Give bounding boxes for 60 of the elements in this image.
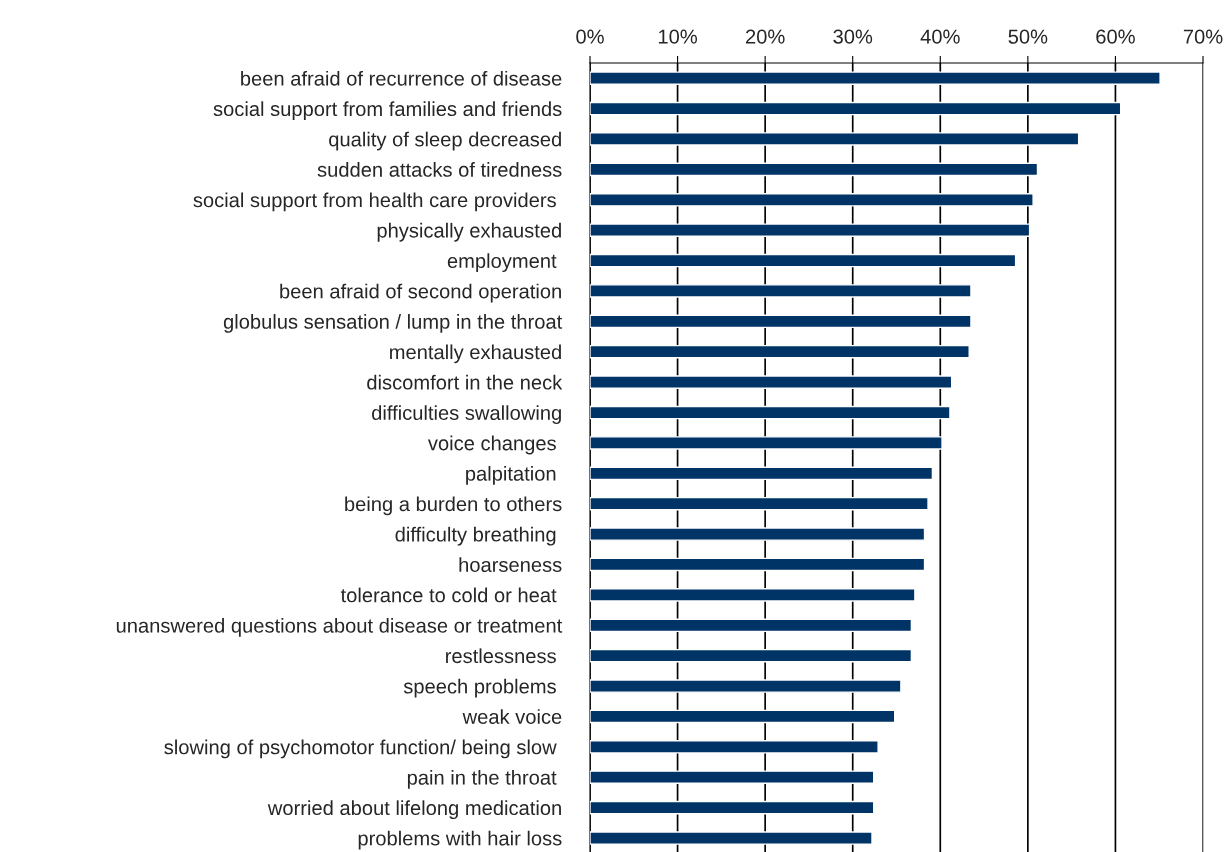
y-tick-label: being a burden to others bbox=[345, 496, 562, 516]
y-tick-label: physically exhausted bbox=[377, 222, 561, 242]
bar bbox=[590, 405, 951, 420]
y-tick-label: been afraid of recurrence of disease bbox=[241, 70, 562, 86]
bar bbox=[590, 314, 972, 329]
bar bbox=[590, 192, 1034, 207]
y-tick-label: unanswered questions about disease or treatment bbox=[116, 617, 563, 637]
y-tick-label: palpitation bbox=[466, 466, 556, 485]
y-tick-label: worried about lifelong medication bbox=[267, 800, 561, 820]
y-tick-label: voice changes bbox=[427, 435, 556, 455]
y-tick-label: slowing of psychomotor function/ being slow bbox=[164, 739, 557, 759]
bar bbox=[590, 648, 913, 663]
x-tick-label: 70% bbox=[1183, 29, 1223, 44]
bar bbox=[590, 466, 934, 481]
y-tick-label: problems with hair loss bbox=[358, 830, 562, 850]
bar bbox=[590, 770, 875, 785]
y-tick-label: social support from families and friends bbox=[213, 101, 562, 121]
x-tick-label: 30% bbox=[833, 29, 873, 44]
y-tick-label: employment bbox=[447, 253, 557, 273]
bar bbox=[590, 740, 879, 754]
y-tick-label: discomfort in the neck bbox=[367, 374, 563, 390]
y-tick-label: difficulties swallowing bbox=[372, 405, 561, 424]
bar bbox=[590, 618, 913, 633]
bar bbox=[590, 800, 875, 815]
y-tick-label: been afraid of second operation bbox=[280, 283, 561, 303]
bar bbox=[590, 253, 1017, 268]
bar bbox=[590, 709, 896, 724]
x-tick-label: 50% bbox=[1008, 29, 1048, 44]
y-tick-label: globulus sensation / lump in the throat bbox=[223, 314, 563, 333]
bar bbox=[590, 436, 943, 450]
y-tick-label: sudden attacks of tiredness bbox=[317, 162, 562, 177]
bar bbox=[590, 132, 1080, 146]
y-tick-label: restlessness bbox=[446, 648, 556, 664]
y-tick-label: hoarseness bbox=[459, 557, 562, 572]
bar bbox=[590, 344, 970, 359]
y-tick-label: pain in the throat bbox=[407, 769, 557, 789]
bar bbox=[590, 679, 902, 693]
y-tick-label: mentally exhausted bbox=[390, 344, 561, 364]
y-tick-label: speech problems bbox=[403, 678, 556, 698]
x-tick-label: 10% bbox=[658, 29, 698, 44]
x-tick-label: 60% bbox=[1096, 29, 1135, 44]
y-tick-label: weak voice bbox=[462, 709, 562, 724]
bar bbox=[590, 71, 1161, 85]
bar bbox=[590, 588, 916, 602]
x-tick-label: 40% bbox=[920, 29, 960, 44]
x-tick-label: 20% bbox=[746, 29, 785, 44]
y-tick-label: tolerance to cold or heat bbox=[340, 587, 557, 603]
bar bbox=[590, 375, 953, 389]
bar bbox=[590, 831, 873, 845]
bar bbox=[590, 101, 1122, 116]
bar bbox=[590, 527, 926, 541]
y-tick-label: social support from health care providers bbox=[193, 192, 556, 212]
bar bbox=[590, 496, 929, 511]
x-tick-label: 0% bbox=[576, 29, 604, 44]
y-tick-label: difficulty breathing bbox=[395, 526, 556, 546]
y-tick-label: quality of sleep decreased bbox=[329, 131, 561, 151]
bar bbox=[590, 284, 972, 298]
bar bbox=[590, 162, 1039, 177]
bar bbox=[590, 223, 1031, 237]
bar bbox=[590, 557, 926, 572]
